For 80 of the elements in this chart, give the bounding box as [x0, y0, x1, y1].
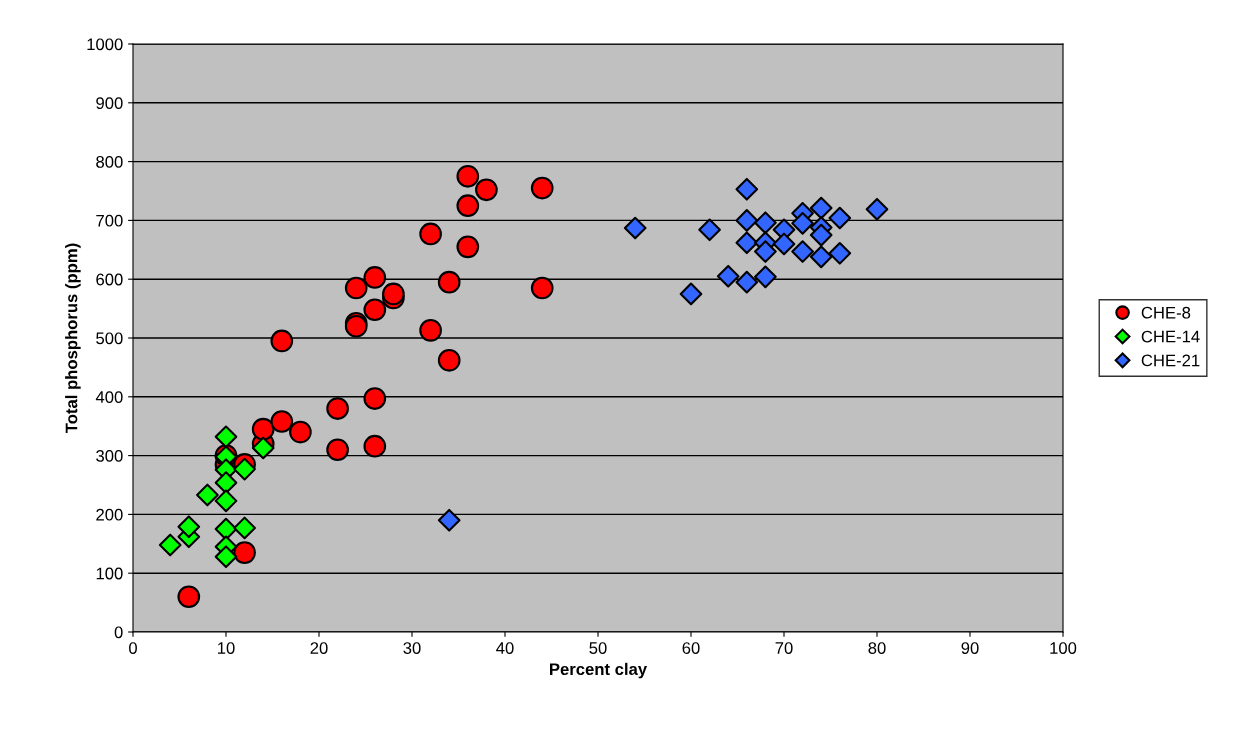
point [437, 508, 461, 532]
point [437, 270, 461, 294]
point [214, 425, 238, 449]
point [623, 216, 647, 240]
x-tick-label: 50 [589, 642, 607, 654]
legend-label: CHE-21 [1141, 354, 1200, 367]
y-tick-label: 1000 [87, 38, 123, 51]
point [363, 266, 387, 289]
point [735, 209, 759, 232]
point [326, 397, 349, 420]
point [233, 457, 256, 481]
x-tick-label: 0 [129, 642, 137, 654]
point [456, 194, 480, 218]
point [437, 349, 461, 372]
x-tick-label: 30 [403, 642, 421, 654]
point [530, 276, 554, 300]
point [475, 178, 498, 202]
point [828, 241, 852, 265]
point [809, 196, 833, 220]
legend-label: CHE-8 [1141, 306, 1191, 319]
y-tick-label: 500 [96, 332, 123, 345]
point [735, 270, 759, 294]
x-tick-label: 20 [310, 642, 328, 654]
point [233, 516, 256, 540]
point [456, 164, 480, 188]
point [530, 176, 554, 200]
point [214, 489, 238, 513]
point [419, 319, 442, 342]
point [158, 533, 182, 557]
point [251, 417, 275, 441]
y-tick-label: 700 [96, 214, 123, 227]
legend-label: CHE-14 [1141, 330, 1200, 343]
x-tick-label: 70 [775, 642, 793, 654]
y-tick-label: 100 [96, 567, 123, 580]
x-tick-label: 90 [961, 642, 979, 654]
point [214, 471, 238, 494]
x-tick-label: 60 [682, 642, 700, 654]
point [772, 232, 796, 256]
y-axis-title: Total phosphorus (ppm) [65, 243, 81, 434]
y-tick-label: 400 [95, 391, 123, 403]
point [419, 222, 442, 246]
point [735, 231, 759, 255]
x-tick-label: 80 [868, 642, 886, 654]
y-tick-label: 200 [96, 508, 123, 521]
point [363, 434, 387, 458]
point [679, 282, 703, 306]
point [828, 206, 852, 230]
point [791, 240, 814, 263]
point [754, 265, 777, 289]
point [809, 245, 833, 269]
point [177, 515, 201, 539]
x-tick-label: 10 [218, 642, 235, 654]
point [363, 298, 387, 322]
point [233, 541, 256, 564]
point [196, 483, 219, 507]
point [865, 197, 889, 221]
y-tick-label: 800 [96, 156, 123, 168]
point [456, 235, 480, 259]
point [270, 329, 294, 353]
point [809, 223, 833, 247]
point [716, 264, 740, 288]
x-axis-title: Percent clay [550, 662, 648, 679]
point [791, 212, 814, 235]
point [363, 387, 387, 410]
point [754, 211, 777, 235]
point [289, 420, 312, 444]
point [214, 545, 238, 569]
point [177, 585, 201, 609]
y-tick-label: 0 [114, 626, 123, 639]
point [735, 177, 759, 201]
point [754, 240, 777, 263]
y-tick-label: 900 [96, 97, 123, 109]
point [270, 410, 294, 433]
point [698, 218, 721, 242]
point [326, 438, 349, 462]
y-tick-label: 600 [96, 273, 123, 286]
x-tick-label: 100 [1050, 642, 1077, 654]
point [344, 276, 368, 300]
x-tick-label: 40 [496, 642, 514, 654]
y-tick-label: 300 [96, 450, 123, 462]
